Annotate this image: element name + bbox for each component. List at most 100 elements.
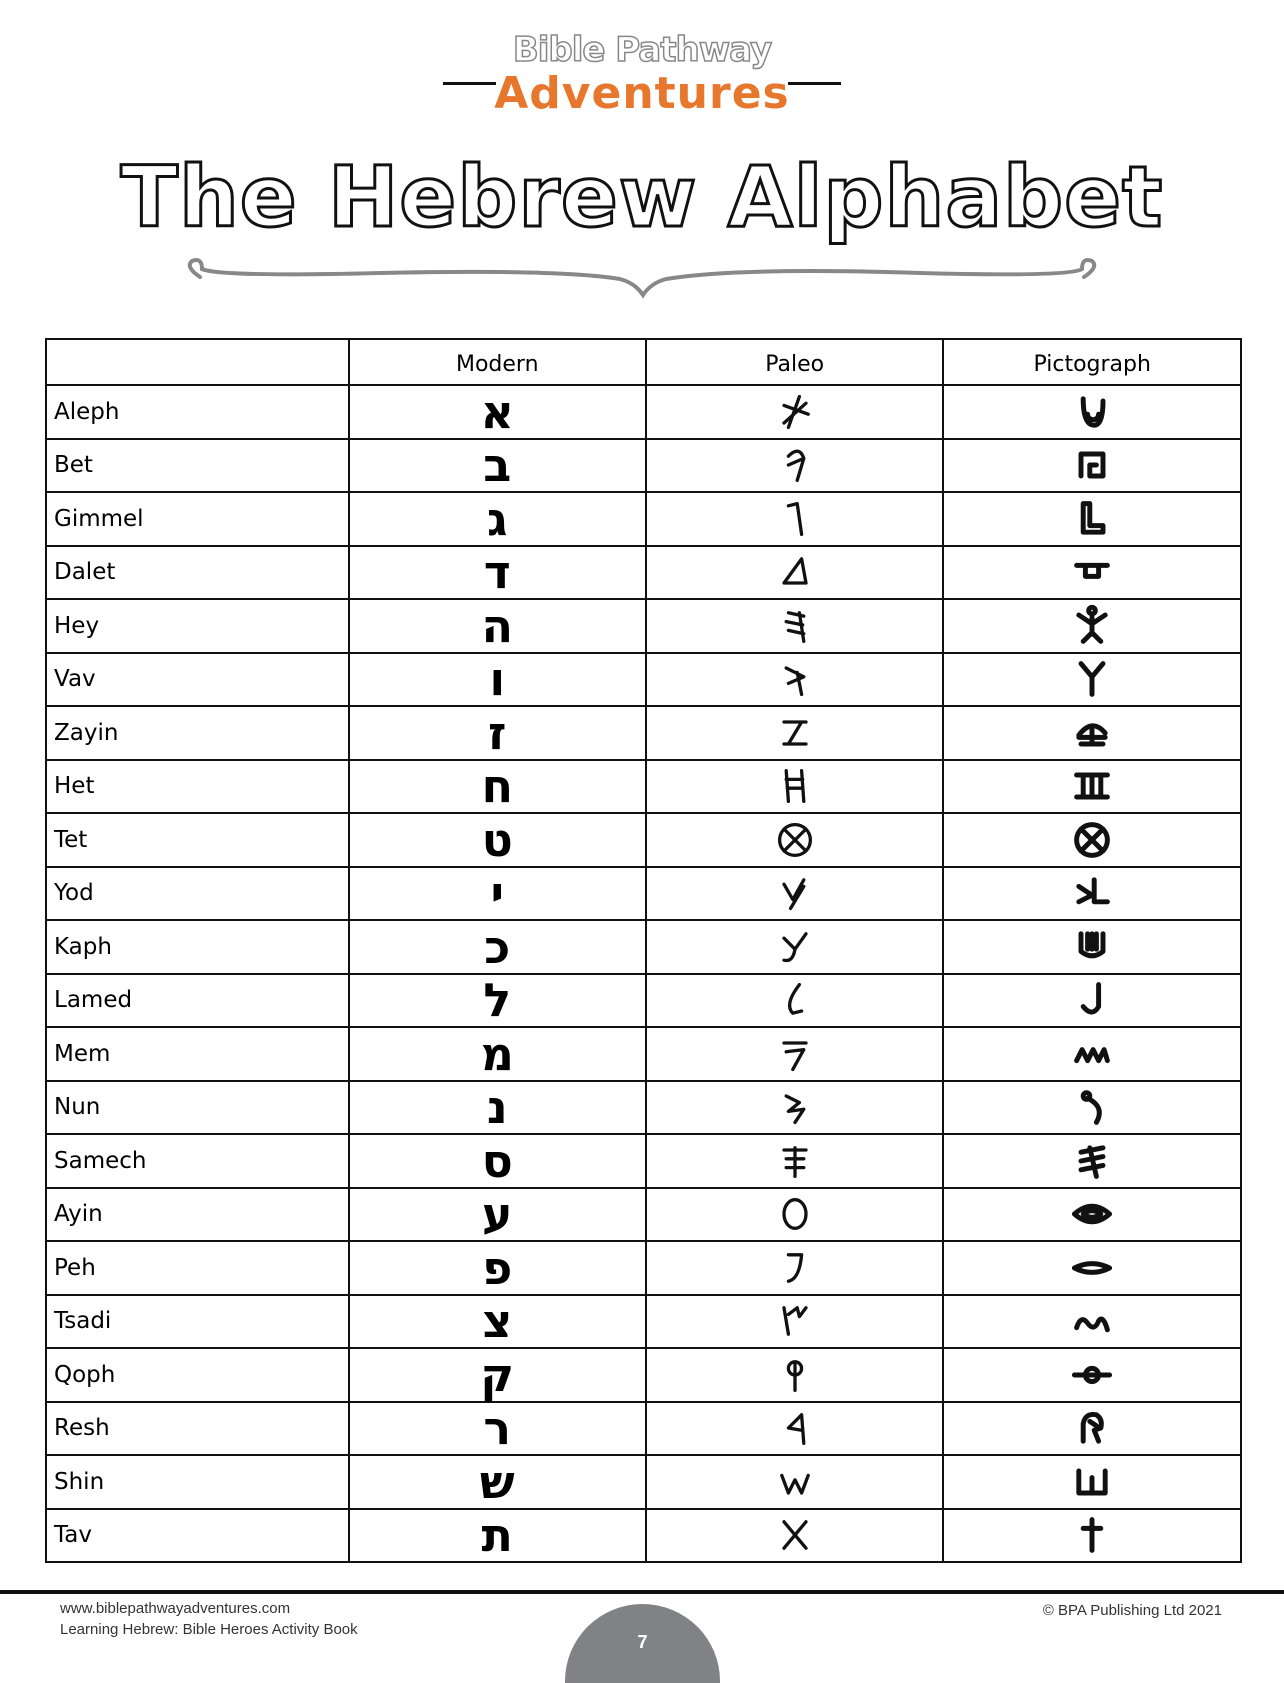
- column-header: Modern: [347, 338, 647, 386]
- modern-letter: ד: [347, 544, 647, 600]
- staff-icon: [1080, 982, 1102, 1015]
- table-row: Kaph כ: [45, 919, 1242, 975]
- paleo-peh-icon: [786, 1252, 803, 1283]
- letter-name: Lamed: [45, 972, 350, 1028]
- table-row: Gimmel ג: [45, 491, 1242, 547]
- letter-name: Peh: [45, 1240, 350, 1296]
- thorn-icon: [1078, 1145, 1106, 1179]
- table-row: Tav ת: [45, 1507, 1242, 1563]
- paleo-shin-icon: [779, 1473, 810, 1495]
- paleo-resh-icon: [786, 1413, 806, 1446]
- modern-letter: ו: [347, 651, 647, 707]
- paleo-cell: [644, 1186, 945, 1242]
- paleo-cell: [644, 972, 945, 1028]
- letter-name: Tet: [45, 812, 350, 868]
- modern-letter: ש: [347, 1454, 647, 1510]
- pictograph-cell: [942, 437, 1242, 493]
- letter-name: Aleph: [45, 384, 350, 440]
- modern-letter: ב: [347, 437, 647, 493]
- water-icon: [1074, 1046, 1111, 1063]
- pictograph-cell: [942, 651, 1242, 707]
- paleo-ayin-icon: [782, 1198, 808, 1231]
- arm-hand-icon: [1076, 877, 1111, 905]
- letter-name: Gimmel: [45, 491, 350, 547]
- paleo-samech-icon: [782, 1145, 808, 1178]
- paleo-cell: [644, 705, 945, 761]
- paleo-cell: [644, 437, 945, 493]
- pictograph-cell: [942, 1079, 1242, 1135]
- modern-letter: ס: [347, 1133, 647, 1189]
- letter-name: Zayin: [45, 705, 350, 761]
- modern-letter: י: [347, 865, 647, 921]
- modern-letter: ז: [347, 705, 647, 761]
- cross-mark-icon: [1080, 1517, 1104, 1554]
- table-row: Qoph ק: [45, 1347, 1242, 1403]
- letter-name: Dalet: [45, 544, 350, 600]
- paleo-vav-icon: [784, 666, 806, 697]
- table-row: Lamed ל: [45, 972, 1242, 1028]
- head-icon: [1080, 1412, 1105, 1444]
- paleo-cell: [644, 1454, 945, 1510]
- table-row: Samech ס: [45, 1133, 1242, 1189]
- column-header: Pictograph: [942, 338, 1242, 386]
- eye-icon: [1072, 1204, 1113, 1225]
- table-row: Aleph א: [45, 384, 1242, 440]
- paleo-cell: [644, 598, 945, 654]
- paleo-mem-icon: [782, 1041, 808, 1071]
- column-header: Paleo: [644, 338, 945, 386]
- letter-name: Nun: [45, 1079, 350, 1135]
- paleo-cell: [644, 544, 945, 600]
- paleo-cell: [644, 651, 945, 707]
- door-icon: [1074, 563, 1111, 580]
- letter-name: Hey: [45, 598, 350, 654]
- mattock-icon: [1076, 723, 1108, 747]
- paleo-kaph-icon: [782, 931, 808, 962]
- letter-name: Yod: [45, 865, 350, 921]
- letter-name: Bet: [45, 437, 350, 493]
- pictograph-cell: [942, 491, 1242, 547]
- pictograph-cell: [942, 1454, 1242, 1510]
- pictograph-cell: [942, 1240, 1242, 1296]
- modern-letter: צ: [347, 1293, 647, 1349]
- paleo-dalet-icon: [782, 557, 808, 585]
- letter-name: Tav: [45, 1507, 350, 1563]
- footer-website: www.biblepathwayadventures.com: [60, 1600, 291, 1617]
- modern-letter: א: [347, 384, 647, 440]
- modern-letter: ט: [347, 812, 647, 868]
- paleo-cell: [644, 1079, 945, 1135]
- pictograph-cell: [942, 1186, 1242, 1242]
- pictograph-cell: [942, 1347, 1242, 1403]
- logo-line1: Bible Pathway: [512, 29, 773, 71]
- modern-letter: נ: [347, 1079, 647, 1135]
- paleo-cell: [644, 491, 945, 547]
- modern-letter: ח: [347, 758, 647, 814]
- paleo-cell: [644, 384, 945, 440]
- logo-dash-right: [788, 82, 841, 85]
- paleo-cell: [644, 1347, 945, 1403]
- paleo-tav-icon: [782, 1520, 808, 1551]
- pictograph-cell: [942, 758, 1242, 814]
- table-row: Peh פ: [45, 1240, 1242, 1296]
- basket-icon: [1074, 821, 1111, 858]
- teeth-icon: [1076, 1468, 1108, 1496]
- paleo-cell: [644, 1026, 945, 1082]
- tent-peg-icon: [1078, 661, 1106, 698]
- paleo-het-icon: [784, 769, 806, 804]
- pictograph-cell: [942, 1293, 1242, 1349]
- pictograph-cell: [942, 919, 1242, 975]
- paleo-cell: [644, 1293, 945, 1349]
- table-row: Shin ש: [45, 1454, 1242, 1510]
- foot-icon: [1080, 500, 1106, 535]
- paleo-cell: [644, 1400, 945, 1456]
- pictograph-cell: [942, 812, 1242, 868]
- table-row: Tsadi צ: [45, 1293, 1242, 1349]
- pictograph-cell: [942, 705, 1242, 761]
- letter-name: Ayin: [45, 1186, 350, 1242]
- letter-name: Kaph: [45, 919, 350, 975]
- paleo-cell: [644, 812, 945, 868]
- man-arms-raised-icon: [1076, 604, 1108, 644]
- modern-letter: ג: [347, 491, 647, 547]
- paleo-bet-icon: [786, 449, 806, 483]
- flourish-divider: [187, 258, 1097, 299]
